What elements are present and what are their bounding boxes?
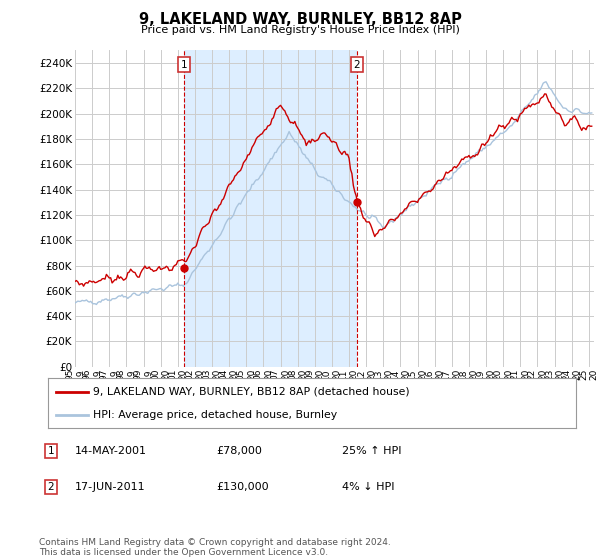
Text: 4% ↓ HPI: 4% ↓ HPI (342, 482, 395, 492)
Text: 25% ↑ HPI: 25% ↑ HPI (342, 446, 401, 456)
Text: 9, LAKELAND WAY, BURNLEY, BB12 8AP (detached house): 9, LAKELAND WAY, BURNLEY, BB12 8AP (deta… (93, 386, 410, 396)
Text: Price paid vs. HM Land Registry's House Price Index (HPI): Price paid vs. HM Land Registry's House … (140, 25, 460, 35)
Text: 9, LAKELAND WAY, BURNLEY, BB12 8AP: 9, LAKELAND WAY, BURNLEY, BB12 8AP (139, 12, 461, 27)
Text: £78,000: £78,000 (216, 446, 262, 456)
Text: 2: 2 (353, 60, 360, 70)
Bar (184, 50, 357, 367)
Text: 2: 2 (47, 482, 55, 492)
Text: Contains HM Land Registry data © Crown copyright and database right 2024.
This d: Contains HM Land Registry data © Crown c… (39, 538, 391, 557)
Text: 1: 1 (181, 60, 187, 70)
Text: HPI: Average price, detached house, Burnley: HPI: Average price, detached house, Burn… (93, 410, 337, 420)
Text: 17-JUN-2011: 17-JUN-2011 (75, 482, 146, 492)
Text: 14-MAY-2001: 14-MAY-2001 (75, 446, 147, 456)
Text: £130,000: £130,000 (216, 482, 269, 492)
Text: 1: 1 (47, 446, 55, 456)
